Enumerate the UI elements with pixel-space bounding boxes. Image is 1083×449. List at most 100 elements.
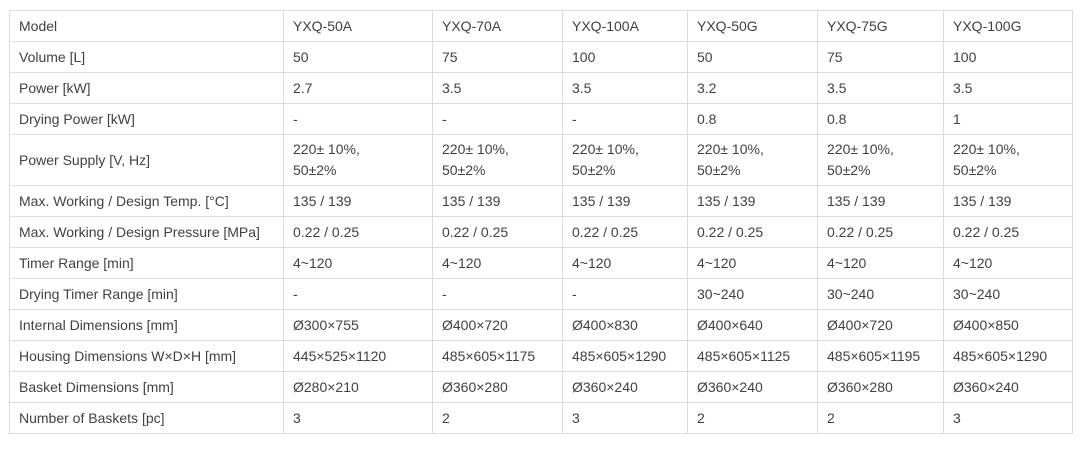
value-cell: 4~120 xyxy=(283,247,433,279)
value-cell: 2.7 xyxy=(283,72,433,104)
table-row: Max. Working / Design Pressure [MPa] 0.22… xyxy=(9,216,1073,248)
table-row: Timer Range [min] 4~120 4~120 4~120 4~120 4~1… xyxy=(9,247,1073,279)
value-cell: Ø400×830 xyxy=(562,309,688,341)
value-cell: 135 / 139 xyxy=(283,185,433,217)
table-row: Power [kW] 2.7 3.5 3.5 3.2 3.5 3.5 xyxy=(9,72,1073,104)
value-cell: 0.22 / 0.25 xyxy=(562,216,688,248)
value-cell: - xyxy=(562,103,688,135)
value-cell: 4~120 xyxy=(562,247,688,279)
value-cell: - xyxy=(283,103,433,135)
value-cell: 135 / 139 xyxy=(687,185,818,217)
value-cell: Ø360×280 xyxy=(432,371,563,403)
value-cell: 0.22 / 0.25 xyxy=(943,216,1073,248)
model-header-cell: YXQ-75G xyxy=(817,10,944,42)
table-row: Drying Timer Range [min] - - -30~240 30~240 3… xyxy=(9,278,1073,310)
value-cell: 100 xyxy=(562,41,688,73)
value-cell: 50 xyxy=(687,41,818,73)
value-cell: Ø400×720 xyxy=(432,309,563,341)
row-label: Power Supply [V, Hz] xyxy=(9,134,284,186)
model-header-cell: YXQ-100G xyxy=(943,10,1073,42)
spec-table: Model YXQ-50A YXQ-70A YXQ-100A YXQ-50G YXQ-75… xyxy=(9,10,1073,434)
value-cell: 4~120 xyxy=(943,247,1073,279)
table-row: Basket Dimensions [mm] Ø280×210 Ø360×280 Ø3… xyxy=(9,371,1073,403)
value-cell: 445×525×1120 xyxy=(283,340,433,372)
value-cell: 220± 10%, 50±2% xyxy=(562,134,688,186)
value-cell: 135 / 139 xyxy=(562,185,688,217)
value-cell: 2 xyxy=(687,402,818,434)
value-cell: 0.22 / 0.25 xyxy=(687,216,818,248)
value-cell: 2 xyxy=(817,402,944,434)
table-row: Volume [L] 50 75 100 50 75 100 xyxy=(9,41,1073,73)
value-cell: 3.5 xyxy=(943,72,1073,104)
table-row: Power Supply [V, Hz] 220± 10%, 50±2% 220± … xyxy=(9,134,1073,186)
row-label: Drying Timer Range [min] xyxy=(9,278,284,310)
value-cell: - xyxy=(283,278,433,310)
value-cell: 485×605×1290 xyxy=(943,340,1073,372)
table-row: Drying Power [kW] - - -0.8 0.8 1 xyxy=(9,103,1073,135)
row-label: Max. Working / Design Temp. [°C] xyxy=(9,185,284,217)
row-label: Basket Dimensions [mm] xyxy=(9,371,284,403)
value-cell: 220± 10%, 50±2% xyxy=(687,134,818,186)
table-row: Max. Working / Design Temp. [°C] 135 / 13… xyxy=(9,185,1073,217)
value-cell: Ø280×210 xyxy=(283,371,433,403)
value-cell: 3.5 xyxy=(817,72,944,104)
value-cell: 75 xyxy=(817,41,944,73)
model-header-cell: YXQ-50A xyxy=(283,10,433,42)
value-cell: 3 xyxy=(943,402,1073,434)
value-cell: Ø400×720 xyxy=(817,309,944,341)
value-cell: Ø400×850 xyxy=(943,309,1073,341)
value-cell: 485×605×1125 xyxy=(687,340,818,372)
table-row: Internal Dimensions [mm] Ø300×755 Ø400×720… xyxy=(9,309,1073,341)
value-cell: 135 / 139 xyxy=(817,185,944,217)
row-label: Number of Baskets [pc] xyxy=(9,402,284,434)
value-cell: 1 xyxy=(943,103,1073,135)
value-cell: 30~240 xyxy=(817,278,944,310)
value-cell: 2 xyxy=(432,402,563,434)
value-cell: Ø300×755 xyxy=(283,309,433,341)
value-cell: 0.22 / 0.25 xyxy=(432,216,563,248)
value-cell: 30~240 xyxy=(687,278,818,310)
value-cell: Ø360×240 xyxy=(943,371,1073,403)
value-cell: 75 xyxy=(432,41,563,73)
value-cell: 50 xyxy=(283,41,433,73)
value-cell: Ø360×240 xyxy=(687,371,818,403)
value-cell: 0.8 xyxy=(687,103,818,135)
value-cell: Ø400×640 xyxy=(687,309,818,341)
model-header-cell: YXQ-70A xyxy=(432,10,563,42)
value-cell: 30~240 xyxy=(943,278,1073,310)
value-cell: 3.2 xyxy=(687,72,818,104)
value-cell: 220± 10%, 50±2% xyxy=(283,134,433,186)
value-cell: 3 xyxy=(562,402,688,434)
value-cell: 220± 10%, 50±2% xyxy=(943,134,1073,186)
value-cell: 485×605×1195 xyxy=(817,340,944,372)
value-cell: 4~120 xyxy=(817,247,944,279)
value-cell: 135 / 139 xyxy=(432,185,563,217)
value-cell: 135 / 139 xyxy=(943,185,1073,217)
row-label: Power [kW] xyxy=(9,72,284,104)
row-label: Internal Dimensions [mm] xyxy=(9,309,284,341)
header-row: Model YXQ-50A YXQ-70A YXQ-100A YXQ-50G YXQ-75… xyxy=(9,10,1073,42)
row-label: Model xyxy=(9,10,284,42)
value-cell: 485×605×1175 xyxy=(432,340,563,372)
value-cell: Ø360×280 xyxy=(817,371,944,403)
value-cell: 3 xyxy=(283,402,433,434)
value-cell: 4~120 xyxy=(432,247,563,279)
table-row: Number of Baskets [pc] 3 2 3 2 2 3 xyxy=(9,402,1073,434)
value-cell: 100 xyxy=(943,41,1073,73)
value-cell: - xyxy=(432,103,563,135)
model-header-cell: YXQ-100A xyxy=(562,10,688,42)
row-label: Volume [L] xyxy=(9,41,284,73)
value-cell: 0.22 / 0.25 xyxy=(283,216,433,248)
value-cell: 0.22 / 0.25 xyxy=(817,216,944,248)
model-header-cell: YXQ-50G xyxy=(687,10,818,42)
row-label: Max. Working / Design Pressure [MPa] xyxy=(9,216,284,248)
row-label: Housing Dimensions W×D×H [mm] xyxy=(9,340,284,372)
value-cell: 485×605×1290 xyxy=(562,340,688,372)
value-cell: 0.8 xyxy=(817,103,944,135)
value-cell: 220± 10%, 50±2% xyxy=(817,134,944,186)
value-cell: Ø360×240 xyxy=(562,371,688,403)
value-cell: - xyxy=(432,278,563,310)
spec-table-body: Model YXQ-50A YXQ-70A YXQ-100A YXQ-50G YXQ-75… xyxy=(9,10,1073,434)
value-cell: 3.5 xyxy=(562,72,688,104)
value-cell: 3.5 xyxy=(432,72,563,104)
